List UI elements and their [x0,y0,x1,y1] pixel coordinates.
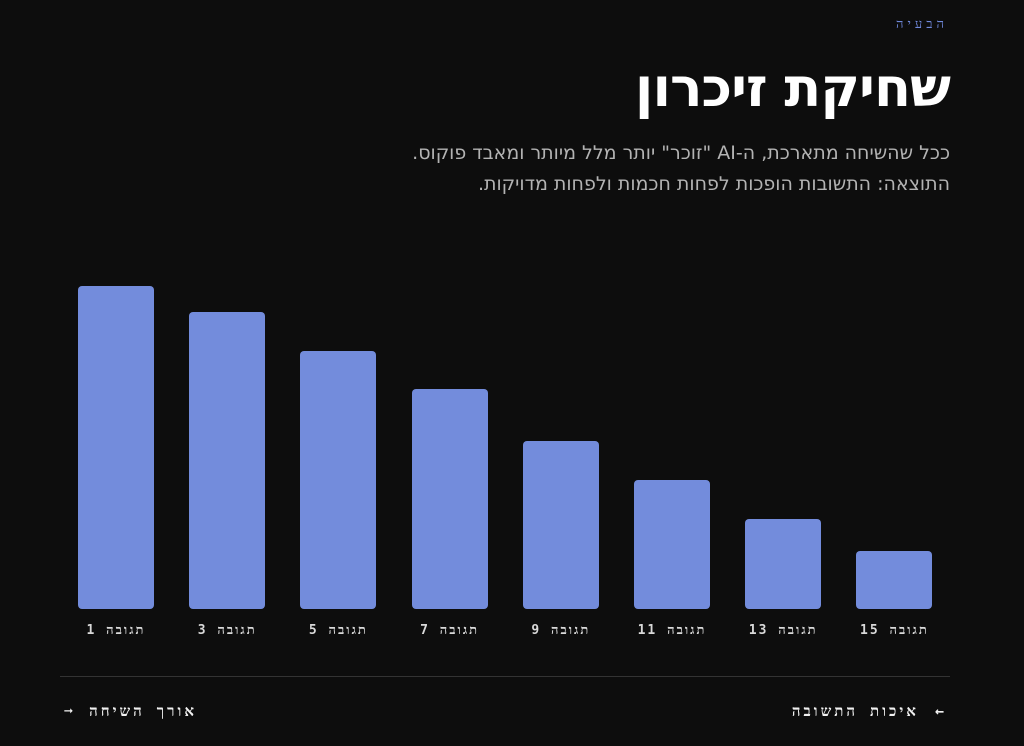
bar-label: תגובה 1 [86,623,146,638]
bar-chart: תגובה 1 תגובה 3 תגובה 5 תגובה 7 תגובה 9 תגובה… [60,230,950,650]
bar-column: תגובה 1 [78,230,154,650]
prev-slide-link[interactable]: ← איכות התשובה [792,702,948,721]
bar-label: תגובה 9 [531,623,591,638]
bar [745,518,822,609]
next-slide-label: אורך השיחה [89,702,197,720]
section-eyebrow: הבעיה [896,17,948,32]
bar [634,479,710,609]
subtitle-line-2: התוצאה: התשובות הופכות לפחות חכמות ולפחו… [477,173,950,195]
bar [856,550,933,609]
bar [189,311,266,609]
bar [411,389,488,609]
bar-label: תגובה 3 [197,623,257,638]
bar [522,441,599,609]
bar-column: תגובה 9 [522,230,599,650]
bar-column: תגובה 13 [745,230,822,650]
bar-column: תגובה 3 [189,230,266,650]
subtitle-line-1: ככל שהשיחה מתארכת, ה-AI "זוכר" יותר מלל … [412,142,950,164]
bar-label: תגובה 5 [308,623,368,638]
next-slide-link[interactable]: אורך השיחה ➞ [60,702,197,721]
bar-label: תגובה 11 [637,623,707,638]
bar-column: תגובה 11 [634,230,710,650]
page-subtitle: ככל שהשיחה מתארכת, ה-AI "זוכר" יותר מלל … [310,138,950,200]
bar-column: תגובה 5 [300,230,377,650]
bar [78,286,154,609]
bar-label: תגובה 13 [748,623,818,638]
bar [300,350,377,609]
prev-slide-label: איכות התשובה [791,702,919,720]
bar-label: תגובה 15 [860,623,929,638]
page-title: שחיקת זיכרון [634,56,951,119]
bar-label: תגובה 7 [420,623,480,638]
bar-column: תגובה 7 [411,230,488,650]
arrow-right-icon: ➞ [64,702,74,720]
bar-column: תגובה 15 [856,230,933,650]
arrow-left-icon: ← [934,702,944,720]
footer-divider [60,676,950,677]
